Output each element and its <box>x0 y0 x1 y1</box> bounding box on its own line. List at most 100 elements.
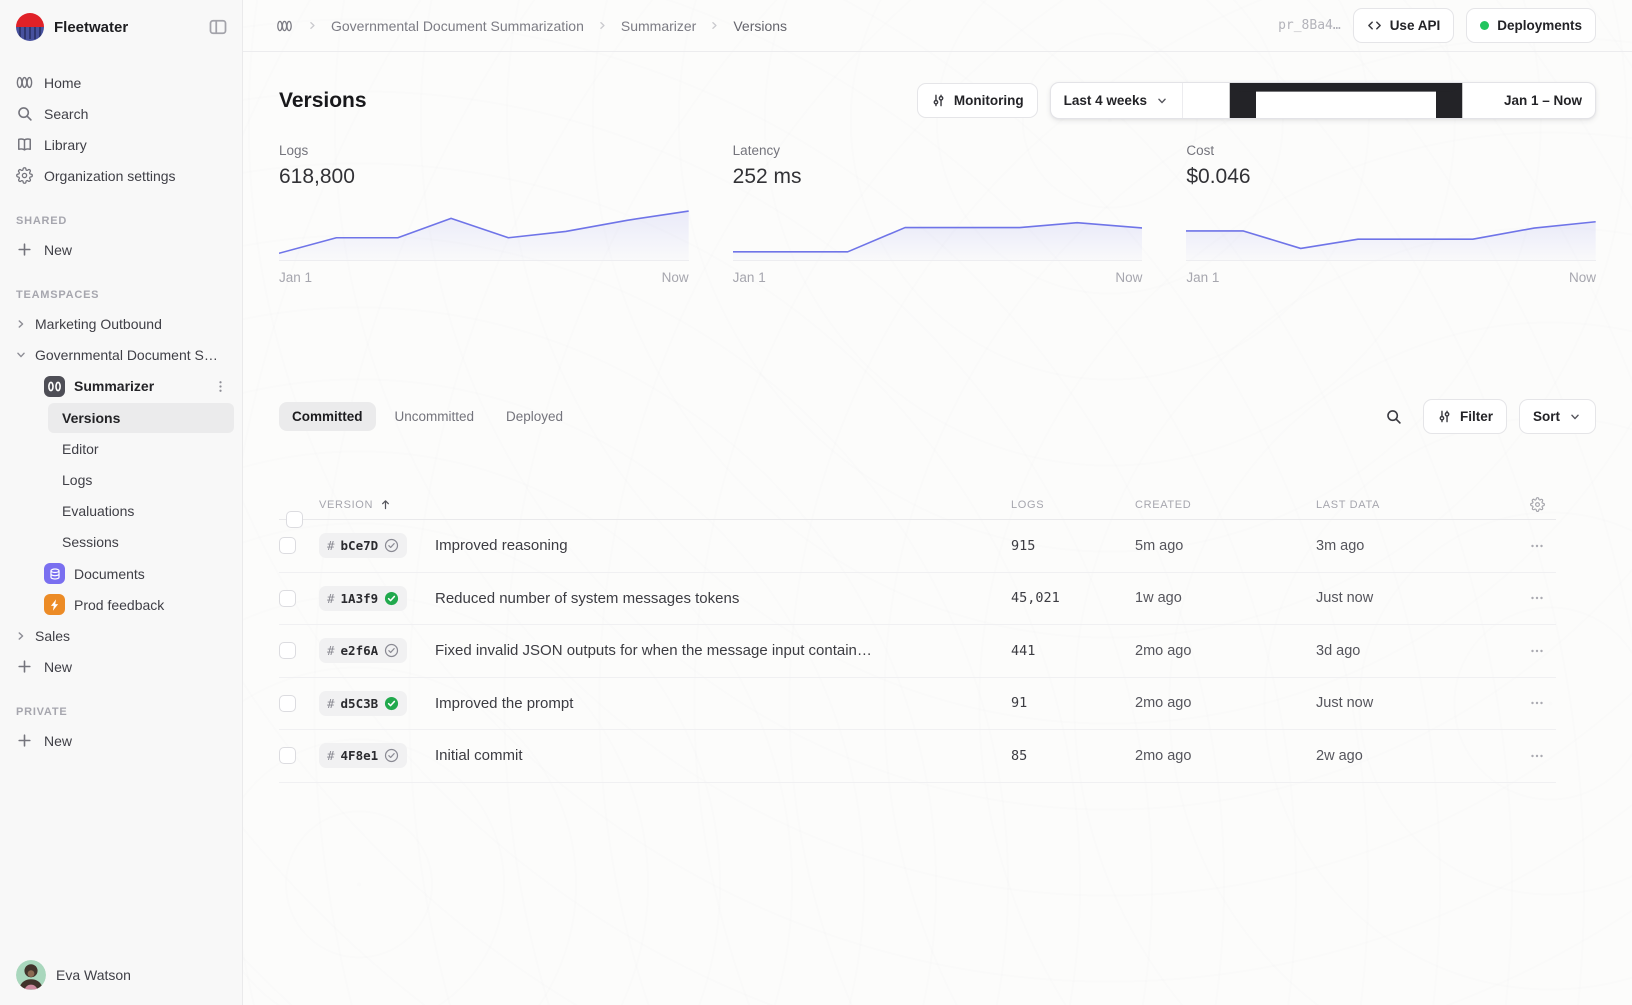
private-new-button[interactable]: New <box>0 725 242 756</box>
project-page-item[interactable]: Logs <box>48 465 234 495</box>
column-header-version[interactable]: VERSION <box>319 498 435 511</box>
project-page-item[interactable]: Editor <box>48 434 234 464</box>
created-time: 5m ago <box>1135 538 1316 554</box>
row-checkbox[interactable] <box>279 695 296 712</box>
page-item-label: Editor <box>62 441 99 457</box>
table-row[interactable]: # e2f6A Fixed invalid JSON outputs for w… <box>279 625 1556 678</box>
column-header-last-data[interactable]: LAST DATA <box>1316 499 1518 511</box>
sparkline-axis: Jan 1 Now <box>733 270 1143 285</box>
chevron-right-icon <box>14 317 28 331</box>
stat-label: Cost <box>1186 143 1596 158</box>
stat-value: $0.046 <box>1186 165 1596 189</box>
column-header-logs[interactable]: LOGS <box>1011 499 1135 511</box>
teamspaces-new-button[interactable]: New <box>0 651 242 682</box>
row-checkbox[interactable] <box>279 747 296 764</box>
deployments-button[interactable]: Deployments <box>1466 8 1596 43</box>
logs-count: 91 <box>1011 695 1135 711</box>
nav-item-icon <box>16 105 33 122</box>
row-checkbox[interactable] <box>279 642 296 659</box>
project-file-item[interactable]: Documents <box>0 558 242 589</box>
project-page-item[interactable]: Sessions <box>48 527 234 557</box>
select-all-checkbox[interactable] <box>286 511 303 528</box>
commit-message: Initial commit <box>435 747 1011 764</box>
project-page-item[interactable]: Evaluations <box>48 496 234 526</box>
kebab-menu-icon[interactable] <box>213 379 228 394</box>
filter-button[interactable]: Filter <box>1423 399 1507 434</box>
app-window: Fleetwater Home Search Library Organizat… <box>0 0 1632 1005</box>
use-api-button[interactable]: Use API <box>1353 8 1455 43</box>
version-pill: # 4F8e1 <box>319 743 407 768</box>
sidebar-nav-item[interactable]: Organization settings <box>0 160 242 191</box>
project-pages: Versions Editor Logs Evaluations Session… <box>0 402 242 558</box>
project-summarizer[interactable]: Summarizer <box>0 370 242 402</box>
created-time: 2mo ago <box>1135 748 1316 764</box>
workspace-name: Fleetwater <box>54 19 208 36</box>
axis-start-label: Jan 1 <box>1186 270 1219 285</box>
teamspace-governmental[interactable]: Governmental Document S… <box>0 339 242 370</box>
code-icon <box>1367 18 1382 33</box>
row-checkbox[interactable] <box>279 537 296 554</box>
table-row[interactable]: # bCe7D Improved reasoning 915 5m ago 3m… <box>279 520 1556 573</box>
plus-icon <box>16 732 33 749</box>
breadcrumb-project[interactable]: Governmental Document Summarization <box>331 18 584 34</box>
page-item-label: Versions <box>62 410 120 426</box>
row-menu-icon[interactable] <box>1529 695 1545 711</box>
tab[interactable]: Committed <box>279 402 376 431</box>
app-logo-icon[interactable] <box>275 18 294 34</box>
row-checkbox[interactable] <box>279 590 296 607</box>
tab-label: Uncommitted <box>395 409 475 424</box>
user-menu[interactable]: Eva Watson <box>0 945 242 1005</box>
project-page-item[interactable]: Versions <box>48 403 234 433</box>
sidebar-nav: Home Search Library Organization setting… <box>0 67 242 191</box>
tab[interactable]: Deployed <box>493 402 576 431</box>
chevron-right-icon <box>14 629 28 643</box>
commit-message: Fixed invalid JSON outputs for when the … <box>435 642 1011 659</box>
table-header: VERSION LOGS CREATED LAST DATA <box>279 490 1556 520</box>
date-picker[interactable]: Jan 1 – Now <box>1182 83 1595 118</box>
workspace-logo[interactable] <box>16 13 44 41</box>
table-row[interactable]: # d5C3B Improved the prompt 91 2mo ago J… <box>279 678 1556 731</box>
row-menu-icon[interactable] <box>1529 538 1545 554</box>
breadcrumb-separator-icon <box>306 19 319 32</box>
monitoring-button[interactable]: Monitoring <box>917 83 1038 118</box>
commit-message: Improved reasoning <box>435 537 1011 554</box>
sidebar-nav-item[interactable]: Library <box>0 129 242 160</box>
sort-button[interactable]: Sort <box>1519 399 1596 434</box>
column-settings-gear-icon[interactable] <box>1530 497 1545 512</box>
table-row[interactable]: # 4F8e1 Initial commit 85 2mo ago 2w ago <box>279 730 1556 783</box>
teamspace-sales[interactable]: Sales <box>0 620 242 651</box>
table-row[interactable]: # 1A3f9 Reduced number of system message… <box>279 573 1556 626</box>
sliders-icon <box>931 93 946 108</box>
nav-item-label: Organization settings <box>44 168 176 184</box>
sparkline-chart <box>733 204 1143 261</box>
row-menu-icon[interactable] <box>1529 590 1545 606</box>
project-files: Documents Prod feedback <box>0 558 242 620</box>
column-header-created[interactable]: CREATED <box>1135 499 1316 511</box>
row-menu-icon[interactable] <box>1529 748 1545 764</box>
sidebar: Fleetwater Home Search Library Organizat… <box>0 0 243 1005</box>
breadcrumb-file[interactable]: Summarizer <box>621 18 696 34</box>
teamspace-label: Sales <box>35 628 70 644</box>
sidebar-nav-item[interactable]: Search <box>0 98 242 129</box>
tab-label: Deployed <box>506 409 563 424</box>
commit-check-icon <box>384 591 399 606</box>
shared-new-button[interactable]: New <box>0 234 242 265</box>
axis-end-label: Now <box>1569 270 1596 285</box>
teamspace-marketing-outbound[interactable]: Marketing Outbound <box>0 308 242 339</box>
sidebar-collapse-icon[interactable] <box>208 17 228 37</box>
range-dropdown[interactable]: Last 4 weeks <box>1051 83 1182 118</box>
tab[interactable]: Uncommitted <box>382 402 488 431</box>
row-menu-icon[interactable] <box>1529 643 1545 659</box>
date-range-control: Last 4 weeks Jan 1 – Now <box>1050 82 1596 119</box>
sidebar-nav-item[interactable]: Home <box>0 67 242 98</box>
search-button[interactable] <box>1377 400 1411 434</box>
commit-check-icon <box>384 643 399 658</box>
project-file-item[interactable]: Prod feedback <box>0 589 242 620</box>
logs-count: 915 <box>1011 538 1135 554</box>
hash-symbol: # <box>327 591 335 606</box>
environment-id[interactable]: pr_8Ba4… <box>1278 18 1341 33</box>
file-type-icon <box>44 563 65 584</box>
sliders-icon <box>1437 409 1452 424</box>
commit-check-icon <box>384 696 399 711</box>
teamspace-label: Governmental Document S… <box>35 347 218 363</box>
